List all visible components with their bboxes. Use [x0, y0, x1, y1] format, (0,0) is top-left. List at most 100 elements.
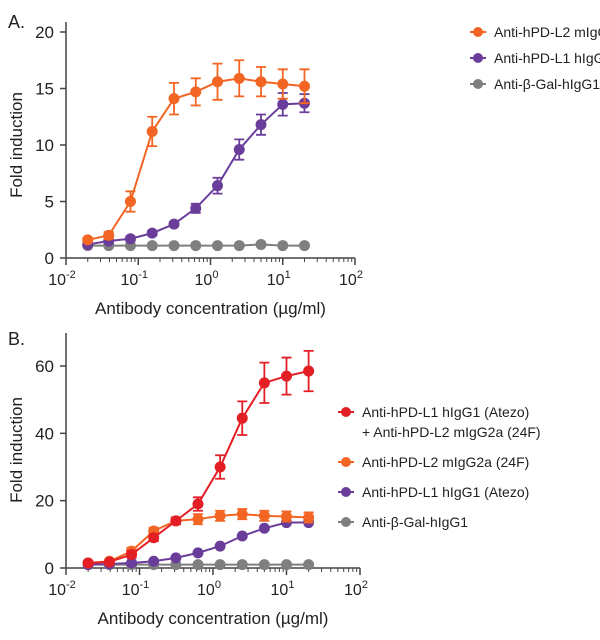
y-tick-label: 40: [35, 424, 54, 443]
data-point: [192, 547, 204, 559]
legend-label: Anti-hPD-L1 hIgG1 (Atezo): [362, 484, 529, 500]
data-point: [236, 508, 248, 520]
panel-label: B.: [8, 329, 25, 349]
data-point: [190, 202, 202, 214]
data-point: [148, 555, 160, 567]
data-point: [298, 240, 310, 252]
legend-label: Anti-hPD-L2 mIgG2a (24F): [494, 24, 600, 40]
data-point: [82, 557, 94, 569]
data-point: [258, 522, 270, 534]
legend-label-line2: + Anti-hPD-L2 mIgG2a (24F): [362, 424, 541, 440]
legend-marker: [473, 27, 483, 37]
x-axis-label: Antibody concentration (µg/ml): [98, 609, 329, 628]
data-point: [103, 556, 115, 568]
data-point: [212, 180, 224, 192]
y-tick-label: 20: [35, 23, 54, 42]
data-point: [212, 76, 224, 88]
y-tick-label: 0: [45, 559, 54, 578]
panel-label: A.: [8, 12, 25, 32]
data-point: [192, 559, 204, 571]
x-tick-label: 100: [197, 579, 221, 599]
x-tick-label: 102: [344, 579, 368, 599]
data-point: [236, 530, 248, 542]
x-tick-label: 10-2: [48, 579, 76, 599]
data-point: [214, 510, 226, 522]
data-point: [233, 144, 245, 156]
data-point: [214, 461, 226, 473]
y-tick-label: 10: [35, 136, 54, 155]
data-point: [170, 515, 182, 527]
legend-marker: [341, 487, 351, 497]
x-tick-label: 100: [195, 269, 219, 289]
legend-label: Anti-hPD-L2 mIgG2a (24F): [362, 454, 529, 470]
y-axis-label: Fold induction: [7, 92, 26, 198]
data-point: [258, 559, 270, 571]
legend-marker: [341, 457, 351, 467]
data-point: [214, 559, 226, 571]
series-1: [82, 92, 310, 250]
data-point: [277, 78, 289, 90]
y-axis-label: Fold induction: [7, 397, 26, 503]
x-tick-label: 101: [267, 269, 291, 289]
y-tick-label: 20: [35, 492, 54, 511]
data-point: [303, 365, 315, 377]
data-point: [277, 240, 289, 252]
data-point: [148, 532, 160, 544]
data-point: [258, 510, 270, 522]
data-point: [168, 240, 180, 252]
data-point: [214, 540, 226, 552]
legend-item: Anti-hPD-L1 hIgG1 (Atezo) + Anti-hPD-L2 m…: [338, 404, 541, 440]
series-0: [82, 349, 315, 569]
x-axis-label: Antibody concentration (µg/ml): [95, 299, 326, 318]
series-0: [82, 59, 310, 246]
x-tick-label: 10-1: [122, 579, 150, 599]
legend-item: Anti-hPD-L2 mIgG2a (24F): [470, 24, 600, 40]
data-point: [255, 238, 267, 250]
legend-label: Anti-β-Gal-hIgG1: [362, 514, 468, 530]
x-tick-label: 101: [271, 579, 295, 599]
data-point: [233, 72, 245, 84]
y-tick-label: 60: [35, 357, 54, 376]
chart-panel-B: B. 0 20 40 60 10-2 10-1 100 101 102 Antibody conce…: [7, 329, 541, 628]
data-point: [281, 559, 292, 571]
legend-label: Anti-hPD-L1 hIgG1 (Atezo): [362, 404, 529, 420]
data-point: [190, 240, 202, 252]
data-point: [146, 240, 158, 252]
data-point: [277, 98, 289, 110]
legend-label: Anti-hPD-L1 hIgG1 (Atezo): [494, 50, 600, 66]
legend-marker: [473, 53, 483, 63]
legend-item: Anti-β-Gal-hIgG1: [338, 514, 468, 530]
data-point: [255, 76, 267, 88]
y-tick-label: 5: [45, 193, 54, 212]
data-point: [146, 125, 158, 137]
data-point: [124, 196, 136, 207]
y-tick-label: 0: [45, 249, 54, 268]
data-point: [168, 218, 180, 230]
data-point: [281, 510, 292, 522]
data-point: [212, 240, 224, 252]
legend-marker: [473, 79, 483, 89]
y-tick-label: 15: [35, 80, 54, 99]
series-line: [88, 370, 309, 564]
data-point: [298, 80, 310, 92]
legend-marker: [341, 517, 351, 527]
data-point: [255, 119, 267, 131]
data-point: [258, 377, 270, 389]
chart-panel-A: A. 0 5 10 15 20 10-2 10-1 100 101 102 Antibody conc…: [7, 12, 600, 318]
legend-item: Anti-hPD-L1 hIgG1 (Atezo): [338, 484, 529, 500]
x-tick-label: 10-1: [120, 269, 148, 289]
data-point: [303, 559, 315, 571]
data-point: [126, 557, 138, 569]
legend-label: Anti-β-Gal-hIgG1: [494, 76, 600, 92]
data-point: [126, 549, 138, 561]
legend-item: Anti-hPD-L1 hIgG1 (Atezo): [470, 50, 600, 66]
data-point: [168, 93, 180, 105]
data-point: [124, 233, 136, 245]
data-point: [82, 234, 94, 246]
data-point: [190, 86, 202, 98]
series-line: [87, 102, 305, 246]
data-point: [170, 552, 182, 564]
data-point: [192, 498, 204, 510]
